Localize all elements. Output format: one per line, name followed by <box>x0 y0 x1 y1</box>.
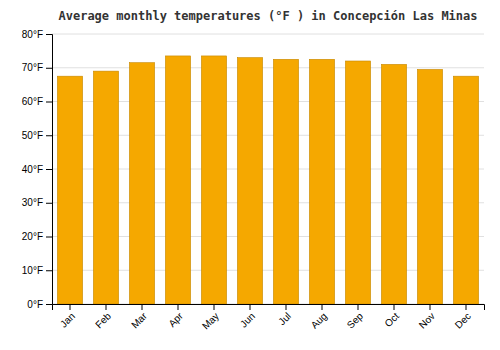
y-tick: 80°F <box>22 29 52 40</box>
bar <box>237 58 262 304</box>
y-tick-label: 70°F <box>22 62 43 73</box>
x-tick-mark <box>142 304 143 310</box>
y-tick-label: 30°F <box>22 197 43 208</box>
x-tick-label: Jul <box>276 310 293 327</box>
bar <box>381 64 406 304</box>
x-tick: Aug <box>309 304 329 331</box>
y-tick-mark <box>46 304 52 305</box>
x-tick-label: Apr <box>166 310 185 329</box>
x-tick-mark <box>214 304 215 310</box>
x-tick: Sep <box>345 304 366 331</box>
x-axis-line <box>53 305 485 311</box>
x-tick-label: Dec <box>453 310 473 330</box>
y-tick: 0°F <box>27 299 52 310</box>
y-tick-mark <box>46 68 52 69</box>
y-axis: 0°F 10°F 20°F 30°F 40°F 50°F 60°F 70°F 80°F <box>22 29 53 310</box>
y-tick-mark <box>46 102 52 103</box>
bar <box>453 76 478 304</box>
x-axis: Jan Feb Mar Apr May Jun Jul Aug Sep Oct Nov Dec <box>53 304 485 332</box>
x-tick-mark <box>322 304 323 310</box>
plot-area: 0°F 10°F 20°F 30°F 40°F 50°F 60°F 70°F 80°F Jan Fe… <box>22 29 485 332</box>
y-tick: 60°F <box>22 96 52 107</box>
x-tick-mark <box>430 304 431 310</box>
grid-line <box>52 67 484 68</box>
x-tick: Jul <box>276 304 293 327</box>
y-tick: 10°F <box>22 265 52 276</box>
x-tick-label: Oct <box>382 310 401 329</box>
grid-line <box>52 34 484 35</box>
x-tick-label: Sep <box>345 310 366 331</box>
y-tick-label: 60°F <box>22 96 43 107</box>
y-axis-line <box>46 35 53 305</box>
y-tick-label: 50°F <box>22 130 43 141</box>
x-tick-label: Aug <box>309 310 329 330</box>
y-tick: 50°F <box>22 130 52 141</box>
bar <box>309 59 334 304</box>
bar <box>93 71 118 304</box>
x-tick: Feb <box>93 304 113 330</box>
x-tick: Apr <box>166 304 185 329</box>
bar <box>57 76 82 304</box>
y-tick-mark <box>46 135 52 136</box>
x-tick: Mar <box>129 304 149 330</box>
x-tick-mark <box>178 304 179 310</box>
bars <box>57 56 478 304</box>
bar <box>417 69 442 304</box>
y-tick: 70°F <box>22 62 52 73</box>
bar <box>273 59 298 304</box>
x-tick-mark <box>70 304 71 310</box>
y-tick-mark <box>46 169 52 170</box>
x-tick: Jun <box>238 304 257 330</box>
y-tick-mark <box>46 34 52 35</box>
bar <box>201 56 226 304</box>
y-tick-mark <box>46 203 52 204</box>
x-tick: Jan <box>58 304 77 330</box>
y-tick: 30°F <box>22 197 52 208</box>
x-tick: May <box>200 304 221 332</box>
x-tick-mark <box>106 304 107 310</box>
x-tick-label: Feb <box>93 310 113 330</box>
bar <box>129 63 154 304</box>
y-tick: 40°F <box>22 164 52 175</box>
x-tick: Oct <box>382 304 401 329</box>
x-tick-mark <box>358 304 359 310</box>
x-tick-mark <box>286 304 287 310</box>
x-tick-mark <box>466 304 467 310</box>
y-tick-label: 10°F <box>22 265 43 276</box>
x-tick-label: Mar <box>129 310 149 330</box>
title: Average monthly temperatures (°F ) in Co… <box>58 9 477 23</box>
bar <box>345 61 370 304</box>
chart: 0°F 10°F 20°F 30°F 40°F 50°F 60°F 70°F 80°F Jan Fe… <box>0 0 500 350</box>
y-tick-label: 20°F <box>22 231 43 242</box>
y-tick-mark <box>46 237 52 238</box>
y-tick: 20°F <box>22 231 52 242</box>
x-tick: Nov <box>417 304 437 331</box>
y-tick-label: 40°F <box>22 164 43 175</box>
y-tick-label: 80°F <box>22 29 43 40</box>
x-tick-mark <box>250 304 251 310</box>
x-tick-label: Jun <box>238 310 257 329</box>
x-tick-label: Jan <box>58 310 77 329</box>
x-tick: Dec <box>453 304 473 331</box>
x-tick-mark <box>394 304 395 310</box>
y-tick-mark <box>46 270 52 271</box>
bar <box>165 56 190 304</box>
x-tick-label: May <box>200 310 221 331</box>
y-tick-label: 0°F <box>27 299 43 310</box>
x-tick-label: Nov <box>417 310 437 330</box>
grid <box>52 34 484 304</box>
